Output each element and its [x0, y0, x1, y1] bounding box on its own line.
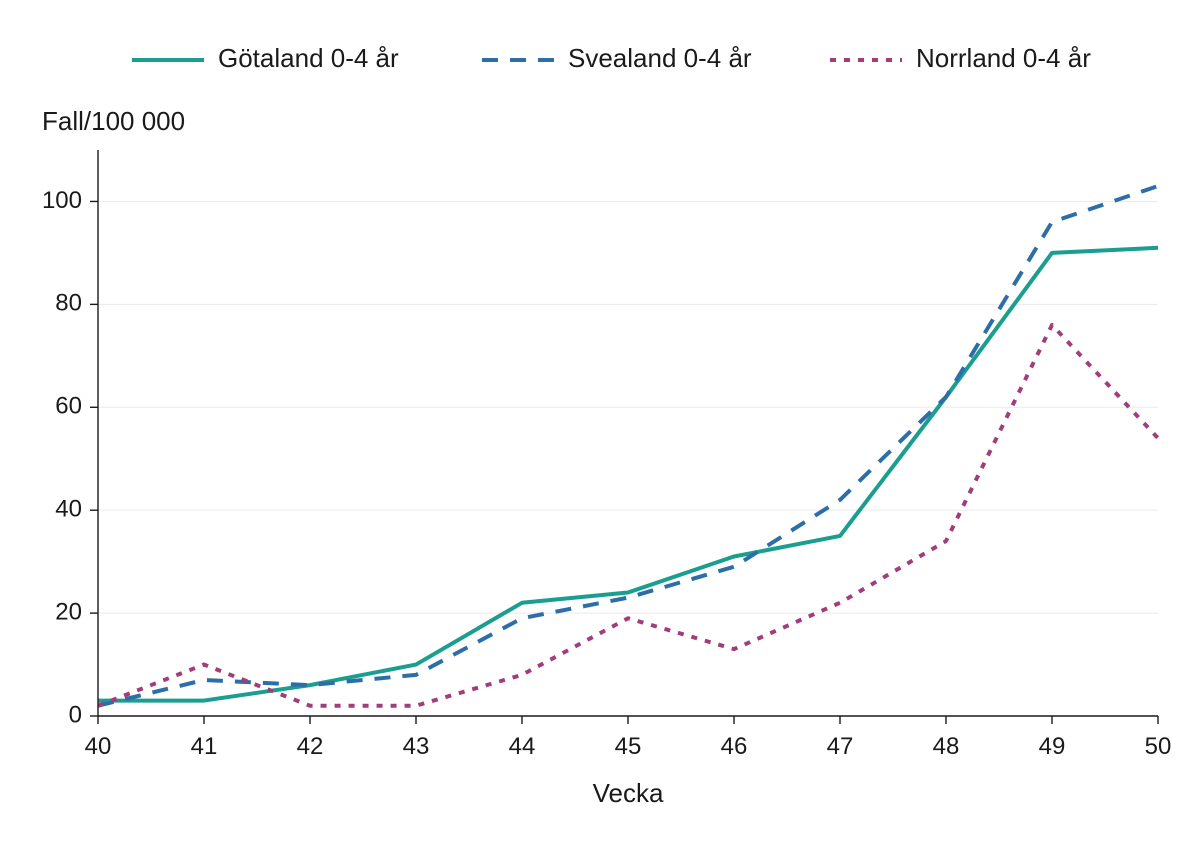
x-tick-label: 46 [721, 733, 748, 760]
y-tick-label: 0 [69, 701, 82, 728]
x-tick-label: 44 [509, 733, 536, 760]
x-tick-label: 43 [403, 733, 430, 760]
y-axis-title: Fall/100 000 [42, 106, 185, 136]
y-tick-label: 60 [55, 393, 82, 420]
x-tick-label: 48 [933, 733, 960, 760]
x-tick-label: 49 [1039, 733, 1066, 760]
legend-label-2: Norrland 0-4 år [916, 43, 1091, 73]
y-tick-label: 40 [55, 496, 82, 523]
x-axis-title: Vecka [593, 778, 664, 808]
y-tick-label: 20 [55, 598, 82, 625]
y-tick-label: 80 [55, 290, 82, 317]
x-tick-label: 45 [615, 733, 642, 760]
x-tick-label: 47 [827, 733, 854, 760]
line-chart: 0 20 40 60 80 100 40 41 42 43 44 45 46 47 48 49 50 Fall/1… [0, 0, 1188, 864]
x-tick-label: 41 [191, 733, 218, 760]
legend-label-0: Götaland 0-4 år [218, 43, 399, 73]
legend-label-1: Svealand 0-4 år [568, 43, 752, 73]
x-tick-label: 50 [1145, 733, 1172, 760]
x-tick-label: 40 [85, 733, 112, 760]
x-tick-label: 42 [297, 733, 324, 760]
y-tick-label: 100 [42, 187, 82, 214]
